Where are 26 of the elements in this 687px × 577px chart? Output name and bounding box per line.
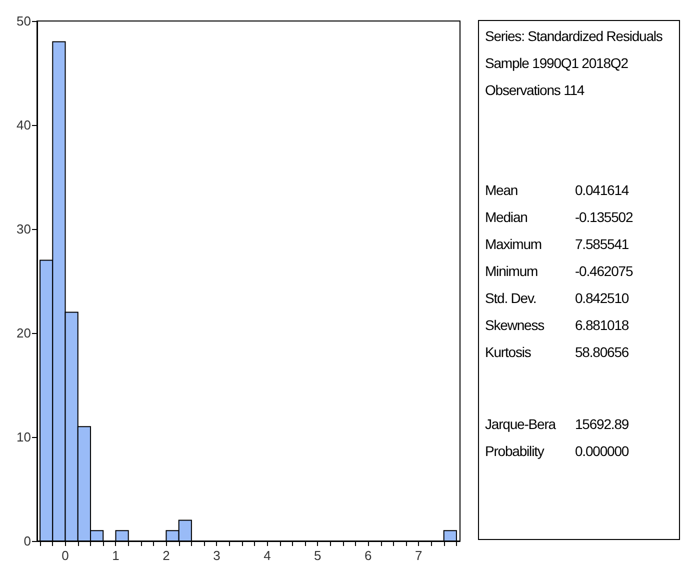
y-tick-label: 20 xyxy=(16,326,31,340)
x-tick-label: 7 xyxy=(414,548,422,563)
y-tick-label: 40 xyxy=(16,118,31,132)
text: Jarque-Bera 15692.89 xyxy=(485,416,629,432)
x-tick-label: 0 xyxy=(62,548,69,563)
text: Minimum -0.462075 xyxy=(485,263,633,279)
text: Median -0.135502 xyxy=(485,209,633,225)
text: Std. Dev. 0.842510 xyxy=(485,290,629,306)
text: Probability 0.000000 xyxy=(485,443,629,459)
text: Sample 1990Q1 2018Q2 xyxy=(485,54,629,73)
text: Skewness 6.881018 xyxy=(485,317,629,333)
y-tick-label: 50 xyxy=(16,14,31,28)
y-tick-label: 10 xyxy=(16,430,31,444)
y-tick-label: 0 xyxy=(24,534,31,548)
text: Observations 114 xyxy=(485,81,586,100)
text: Kurtosis 58.80656 xyxy=(485,344,629,360)
x-tick-label: 2 xyxy=(162,548,170,563)
x-tick-label: 6 xyxy=(364,548,372,563)
x-tick-label: 3 xyxy=(213,548,220,563)
y-tick-label: 30 xyxy=(16,222,31,236)
x-tick-label: 4 xyxy=(264,548,271,563)
text: Series: Standardized Residuals xyxy=(485,27,664,46)
x-tick-label: 1 xyxy=(112,548,120,563)
text: Maximum 7.585541 xyxy=(485,236,629,252)
text: Mean 0.041614 xyxy=(485,182,629,198)
x-tick-label: 5 xyxy=(314,548,322,563)
